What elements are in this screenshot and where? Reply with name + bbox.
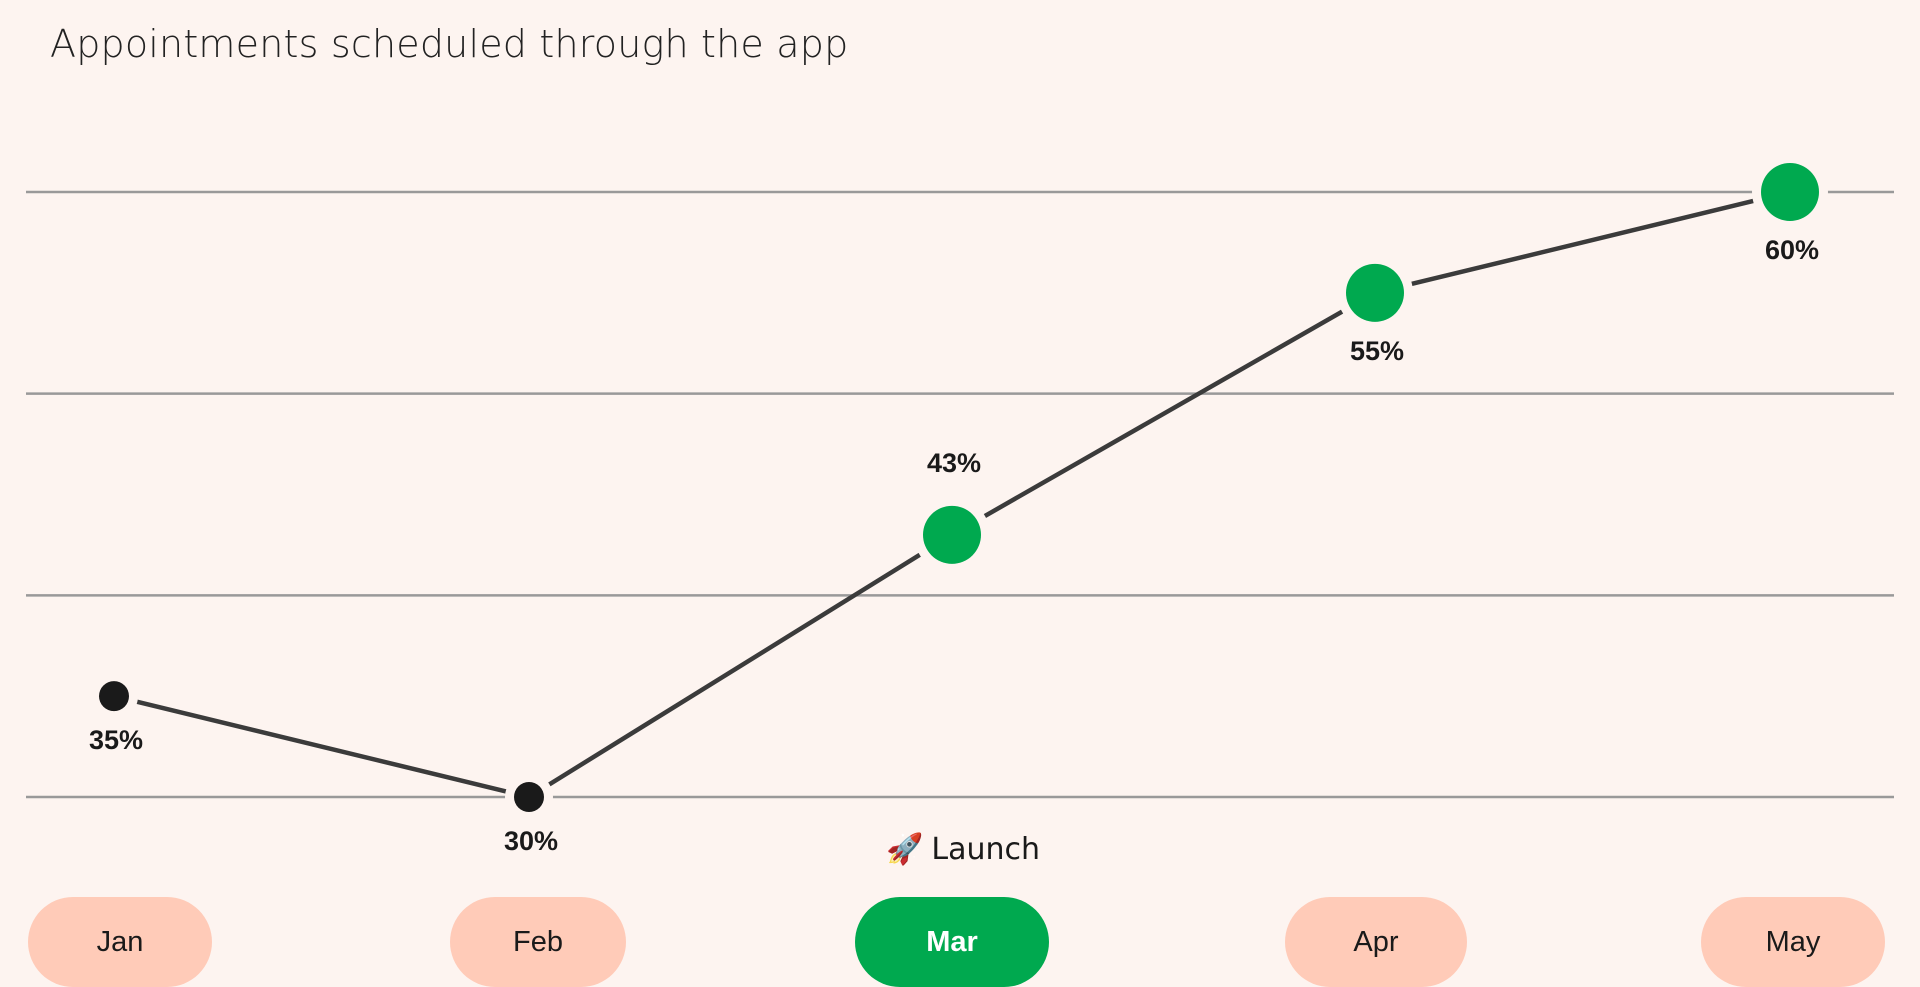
launch-label: Launch [931, 832, 1040, 867]
data-label-apr: 55% [1350, 336, 1404, 366]
data-label-may: 60% [1765, 235, 1819, 265]
month-pill-may[interactable]: May [1701, 897, 1885, 987]
month-pill-feb[interactable]: Feb [450, 897, 626, 987]
data-point-may [1761, 163, 1819, 221]
data-point-apr [1346, 263, 1404, 322]
data-point-mar [923, 505, 981, 564]
line-segment-apr-may [1372, 189, 1793, 296]
data-label-feb: 30% [504, 826, 558, 856]
month-pill-jan[interactable]: Jan [28, 897, 212, 987]
data-point-feb [514, 782, 544, 812]
data-points [90, 154, 1828, 821]
data-label-mar: 43% [927, 448, 981, 478]
gridlines [26, 190, 1894, 799]
series-lines [111, 189, 1793, 800]
data-point-jan [99, 681, 129, 712]
month-pill-apr[interactable]: Apr [1285, 897, 1467, 987]
data-labels: 35% 30% 43% 55% 60% [89, 235, 1819, 856]
line-segment-jan-feb [111, 693, 532, 800]
month-pill-label: Apr [1353, 925, 1399, 958]
data-label-jan: 35% [89, 725, 143, 755]
month-pill-label: Mar [926, 925, 978, 958]
launch-annotation: 🚀 Launch [886, 832, 1040, 867]
chart-title: Appointments scheduled through the app [50, 22, 849, 66]
line-segment-feb-mar [526, 532, 955, 800]
line-segment-mar-apr [949, 290, 1378, 538]
month-pill-label: Feb [513, 925, 563, 958]
month-pill-mar[interactable]: Mar [855, 897, 1049, 987]
month-pill-label: May [1765, 925, 1821, 958]
month-pill-label: Jan [96, 925, 144, 958]
rocket-icon: 🚀 [886, 832, 924, 867]
